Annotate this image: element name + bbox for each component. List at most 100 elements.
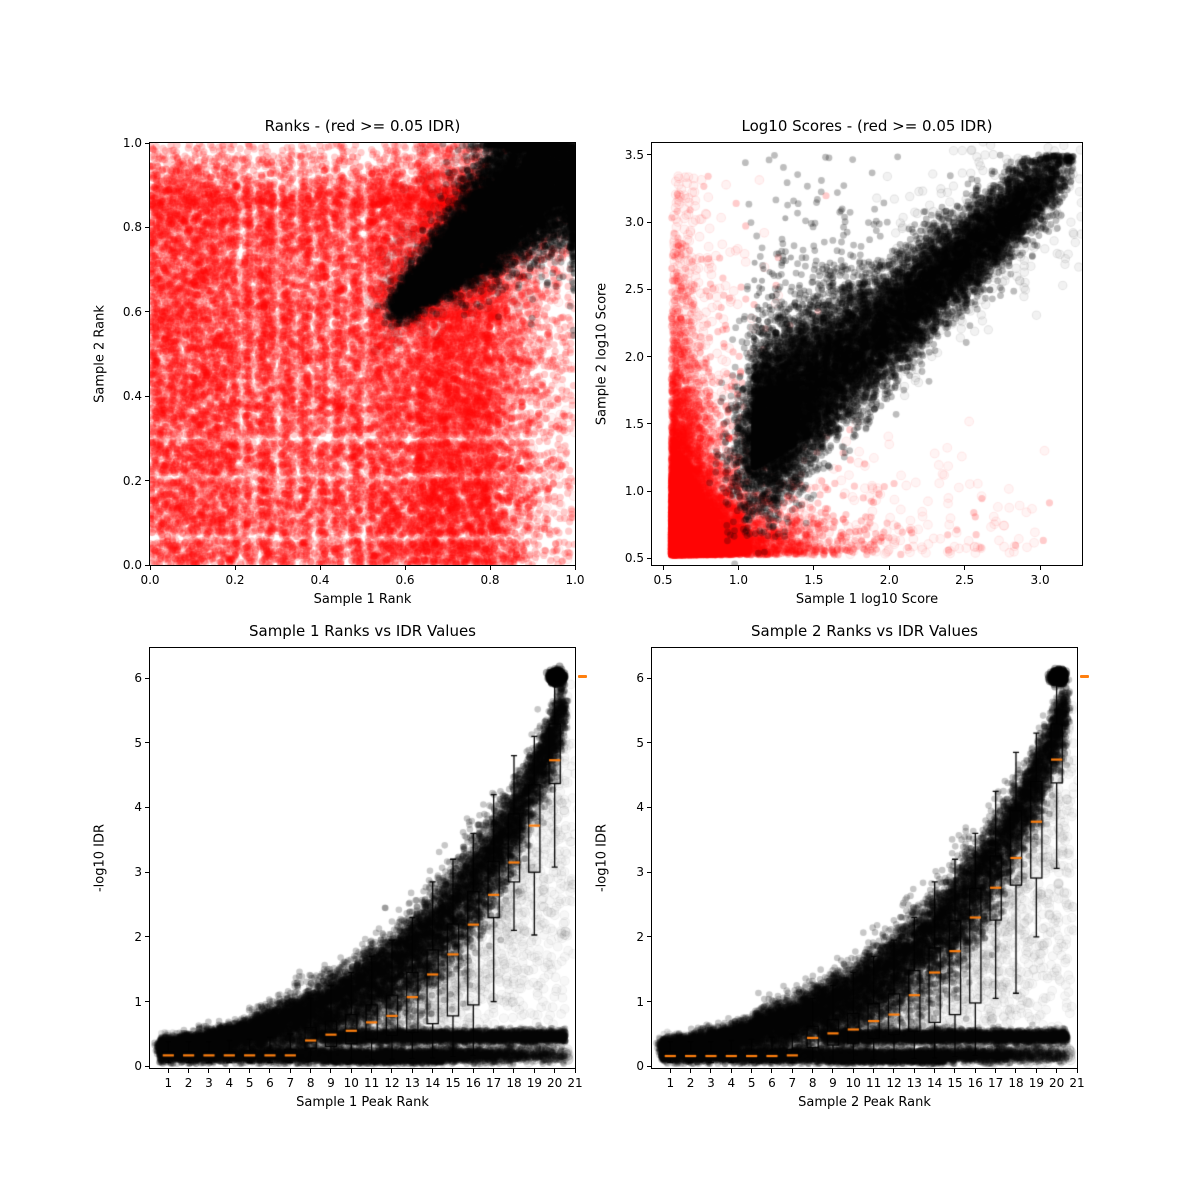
x-tick-label: 3 (707, 1076, 715, 1090)
y-tick-label: 1.0 (122, 136, 142, 150)
x-tick-label: 12 (384, 1076, 400, 1090)
x-tick (432, 1069, 434, 1073)
x-tick-label: 0.8 (480, 573, 500, 587)
x-tick (574, 566, 576, 570)
x-tick (888, 566, 890, 570)
y-tick-label: 3 (134, 865, 142, 880)
x-tick (964, 566, 966, 570)
x-tick-label: 19 (526, 1076, 542, 1090)
y-tick-label: 1 (134, 994, 142, 1009)
x-tick-label: 8 (306, 1076, 315, 1090)
x-tick-label: 7 (286, 1076, 295, 1090)
panel-title: Log10 Scores - (red >= 0.05 IDR) (741, 117, 993, 135)
y-tick (647, 1065, 651, 1067)
y-tick (647, 871, 651, 873)
x-tick-label: 6 (266, 1076, 274, 1090)
x-tick (472, 1069, 474, 1073)
x-tick-label: 0.4 (310, 573, 330, 587)
y-tick-label: 0.8 (122, 220, 142, 235)
x-tick-label: 2.5 (955, 573, 975, 587)
x-axis-label: Sample 1 log10 Score (795, 592, 939, 607)
x-tick-label: 1 (164, 1076, 173, 1090)
y-tick (647, 1001, 651, 1003)
panel-title: Sample 1 Ranks vs IDR Values (248, 622, 476, 640)
panel-title: Ranks - (red >= 0.05 IDR) (264, 117, 461, 135)
y-tick-label: 1 (636, 994, 644, 1009)
sample2-rank-idr-canvas (652, 648, 1077, 1068)
y-tick (647, 356, 651, 358)
panel-sample1-rank-vs-idr: Sample 1 Ranks vs IDR Values Sample 1 Pe… (93, 622, 587, 1110)
x-tick-label: 16 (465, 1076, 481, 1090)
x-tick (812, 1069, 814, 1073)
x-tick (149, 566, 151, 570)
y-tick-label: 0.5 (624, 551, 644, 566)
y-tick-label: 3.0 (624, 215, 644, 230)
x-tick-label: 9 (327, 1076, 335, 1090)
x-tick-label: 17 (988, 1076, 1004, 1090)
x-tick-label: 3.0 (1030, 573, 1050, 587)
x-tick-label: 5 (747, 1076, 756, 1090)
y-tick-label: 0 (636, 1059, 644, 1074)
x-tick-label: 4 (727, 1076, 736, 1090)
y-tick-label: 6 (636, 671, 644, 686)
y-tick (647, 288, 651, 290)
x-tick (710, 1069, 712, 1073)
x-tick-label: 13 (906, 1076, 922, 1090)
x-tick (234, 566, 236, 570)
y-tick (145, 395, 149, 397)
y-tick (145, 1065, 149, 1067)
median-dash-rank21 (578, 675, 587, 679)
y-tick-label: 4 (636, 800, 644, 815)
x-tick-label: 20 (547, 1076, 563, 1090)
x-tick-label: 14 (425, 1076, 441, 1090)
x-tick-label: 8 (808, 1076, 817, 1090)
x-tick-label: 2.0 (879, 573, 899, 587)
y-axis-label: -log10 IDR (594, 823, 610, 893)
x-tick (554, 1069, 556, 1073)
x-tick (1035, 1069, 1037, 1073)
x-tick (1056, 1069, 1058, 1073)
y-tick (145, 226, 149, 228)
y-tick (647, 423, 651, 425)
panel-ranks-scatter: Ranks - (red >= 0.05 IDR) Sample 1 Rank … (93, 117, 585, 607)
y-tick-label: 3.5 (624, 147, 644, 162)
x-axis-label: Sample 1 Peak Rank (296, 1095, 429, 1110)
y-tick-label: 3 (636, 865, 644, 880)
x-tick (411, 1069, 413, 1073)
y-axis-label: -log10 IDR (92, 823, 108, 893)
ranks-scatter-canvas (150, 143, 575, 565)
x-tick (832, 1069, 834, 1073)
y-tick (145, 742, 149, 744)
x-tick (751, 1069, 753, 1073)
y-tick-label: 0.0 (122, 558, 142, 572)
x-tick-label: 3 (205, 1076, 213, 1090)
x-tick (289, 1069, 291, 1073)
y-tick-label: 0.2 (122, 473, 142, 488)
x-tick-label: 20 (1049, 1076, 1065, 1090)
y-tick-label: 1.0 (624, 484, 644, 499)
y-tick (145, 564, 149, 566)
x-tick (1015, 1069, 1017, 1073)
x-tick (737, 566, 739, 570)
x-tick (852, 1069, 854, 1073)
x-tick-label: 1.0 (565, 573, 585, 587)
x-tick-label: 15 (445, 1076, 461, 1090)
x-tick (228, 1069, 230, 1073)
x-tick (995, 1069, 997, 1073)
x-tick-label: 21 (1069, 1076, 1085, 1090)
x-tick-label: 0.0 (140, 573, 160, 587)
y-tick-label: 2.0 (624, 349, 644, 364)
x-tick (350, 1069, 352, 1073)
y-tick (647, 221, 651, 223)
x-tick (188, 1069, 190, 1073)
x-tick (249, 1069, 251, 1073)
x-tick-label: 11 (866, 1076, 882, 1090)
x-tick (167, 1069, 169, 1073)
y-tick-label: 0.4 (122, 389, 142, 404)
x-tick (371, 1069, 373, 1073)
x-tick (771, 1069, 773, 1073)
x-tick-label: 9 (829, 1076, 837, 1090)
y-tick-label: 5 (134, 735, 142, 750)
y-tick (647, 154, 651, 156)
x-tick-label: 16 (967, 1076, 983, 1090)
